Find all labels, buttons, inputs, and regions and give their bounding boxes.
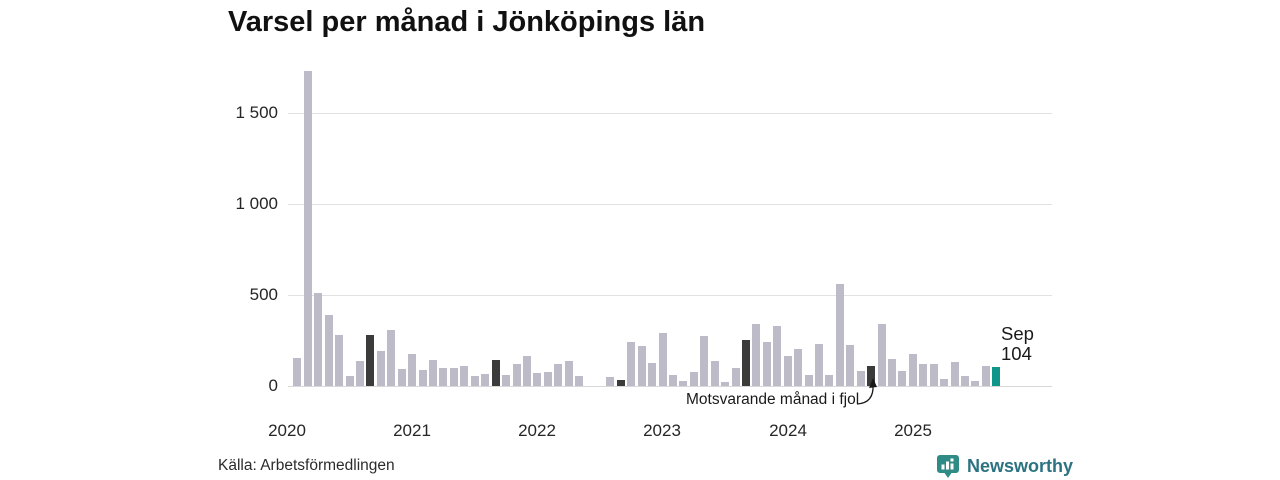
- bar-2022-05: [575, 376, 583, 386]
- bar-2024-02: [794, 349, 803, 386]
- bar-2024-03: [804, 375, 813, 386]
- chart-title: Varsel per månad i Jönköpings län: [228, 6, 706, 38]
- annotation-arrow-icon: [856, 378, 877, 405]
- highlight-value: 104: [1001, 342, 1032, 364]
- x-axis-line: [288, 386, 1052, 387]
- y-axis-tick-1000: 1 000: [235, 194, 278, 213]
- bar-2020-06: [335, 335, 344, 386]
- bar-2020-07: [345, 376, 354, 386]
- bar-2025-08: [981, 366, 990, 386]
- gridline-1500: [288, 113, 1052, 114]
- bar-2021-03: [429, 360, 437, 386]
- x-axis-year-2021: 2021: [393, 421, 431, 440]
- bar-2020-02: [293, 358, 302, 386]
- bar-2021-12: [522, 356, 531, 386]
- bar-2022-10: [627, 342, 636, 386]
- bar-2023-07: [721, 382, 730, 386]
- brand-logo: Newsworthy: [936, 454, 1073, 479]
- x-axis-year-2022: 2022: [518, 421, 556, 440]
- bar-2020-11: [387, 330, 396, 386]
- bar-2024-01: [783, 356, 792, 386]
- annotation-label: Motsvarande månad i fjol: [686, 391, 860, 408]
- bar-2021-10: [502, 375, 510, 386]
- bar-2020-09: [366, 335, 375, 386]
- bar-2023-04: [689, 372, 698, 386]
- bar-2023-05: [700, 336, 709, 386]
- bar-2023-01: [658, 333, 667, 386]
- bar-2022-12: [648, 363, 656, 386]
- bar-2022-11: [637, 346, 646, 386]
- bar-2022-03: [554, 364, 563, 386]
- bar-2020-08: [356, 361, 364, 386]
- bar-2021-04: [439, 368, 448, 386]
- y-axis-tick-1500: 1 500: [235, 103, 278, 122]
- bar-2021-07: [470, 376, 479, 386]
- highlight-month: Sep: [1001, 323, 1034, 344]
- bar-2023-09: [741, 340, 750, 386]
- x-axis-year-2025: 2025: [894, 421, 932, 440]
- highlight-value-label: Sep 104: [1001, 324, 1034, 363]
- gridline-1000: [288, 204, 1052, 205]
- brand-name: Newsworthy: [967, 456, 1074, 476]
- bar-2023-06: [710, 361, 719, 386]
- bar-2023-02: [668, 375, 677, 386]
- bar-2024-04: [814, 344, 823, 386]
- bar-2025-01: [908, 354, 917, 386]
- bar-2021-01: [408, 354, 417, 386]
- bar-2024-09: [867, 366, 876, 386]
- bar-2024-06: [835, 284, 844, 386]
- source-label: Källa: Arbetsförmedlingen: [218, 457, 395, 474]
- y-axis-tick-0: 0: [268, 376, 278, 395]
- bar-2023-12: [773, 326, 782, 386]
- y-axis-tick-500: 500: [249, 285, 278, 304]
- bar-2021-05: [449, 368, 458, 386]
- bar-2024-07: [846, 345, 855, 386]
- bar-2023-11: [762, 342, 771, 386]
- bar-2025-04: [940, 379, 949, 386]
- bar-2022-09: [616, 380, 625, 386]
- bar-2024-08: [856, 371, 865, 386]
- bar-2025-07: [971, 381, 980, 386]
- bar-2021-08: [481, 374, 490, 386]
- bar-2021-11: [512, 364, 521, 386]
- bar-2025-09: [992, 367, 1001, 386]
- gridline-500: [288, 295, 1052, 296]
- bar-2025-05: [950, 362, 959, 386]
- x-axis-year-2024: 2024: [769, 421, 807, 440]
- bar-2022-04: [564, 361, 573, 386]
- bar-2021-02: [418, 370, 427, 386]
- bar-2020-10: [376, 351, 385, 386]
- bar-2024-10: [877, 324, 886, 386]
- bar-2024-05: [825, 375, 834, 386]
- bar-2024-11: [887, 359, 896, 386]
- x-axis-year-2023: 2023: [643, 421, 681, 440]
- bar-2023-10: [752, 324, 761, 386]
- bar-2021-09: [491, 360, 500, 386]
- bar-2025-06: [960, 376, 969, 386]
- bar-2020-12: [397, 369, 406, 386]
- bar-2020-03: [303, 71, 312, 386]
- bar-2025-03: [929, 364, 938, 386]
- bar-2020-04: [314, 293, 323, 386]
- bar-2025-02: [919, 364, 928, 386]
- newsworthy-icon: [937, 455, 959, 478]
- bar-2022-01: [533, 373, 542, 386]
- bar-2022-02: [543, 372, 552, 386]
- x-axis-year-2020: 2020: [268, 421, 306, 440]
- bar-2023-03: [679, 381, 688, 386]
- bar-2021-06: [460, 366, 469, 386]
- bar-2022-08: [606, 377, 615, 386]
- bar-2020-05: [324, 315, 333, 386]
- bar-2024-12: [898, 371, 907, 386]
- bar-2023-08: [731, 368, 740, 386]
